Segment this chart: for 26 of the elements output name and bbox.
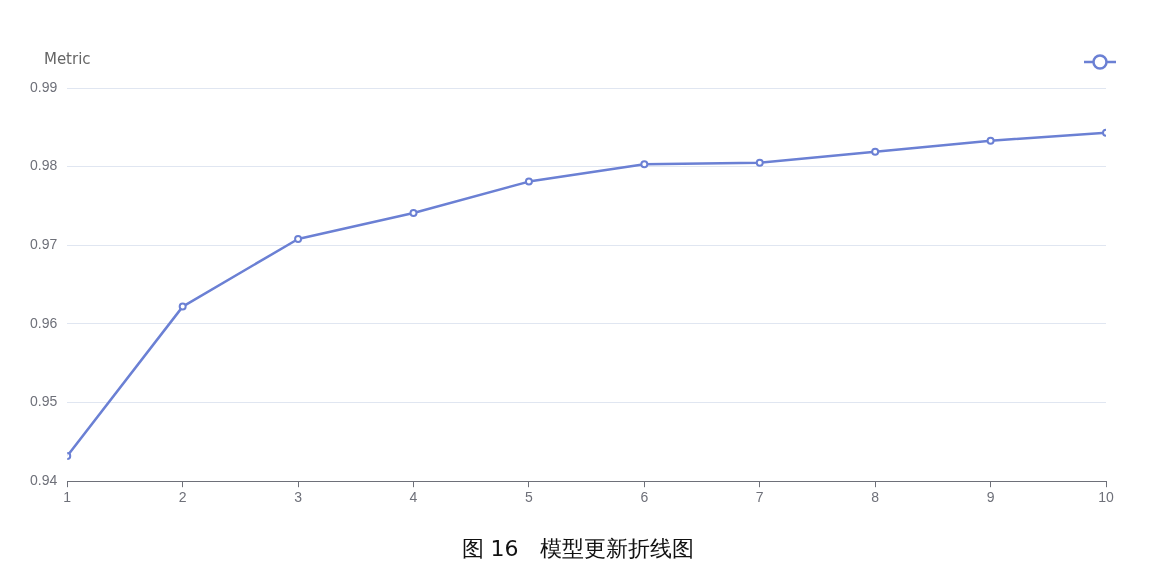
y-tick-label: 0.94 — [30, 472, 58, 489]
point — [294, 234, 303, 243]
x-tick-label: 10 — [1098, 489, 1114, 506]
x-tick-label: 4 — [409, 489, 418, 506]
y-axis-title: Metric — [43, 50, 91, 69]
y-tick-label: 0.96 — [30, 314, 58, 331]
point — [524, 177, 533, 186]
y-tick-label: 0.98 — [30, 157, 58, 174]
x-tick-label: 1 — [63, 489, 72, 506]
point — [640, 160, 649, 169]
x-tick-label: 6 — [640, 489, 649, 506]
y-tick-label: 0.99 — [30, 78, 58, 95]
point — [178, 302, 187, 311]
x-tick-label: 9 — [986, 489, 995, 506]
point — [409, 209, 418, 218]
point — [986, 136, 995, 145]
x-tick-label: 2 — [178, 489, 187, 506]
point — [755, 158, 764, 167]
y-tick-label: 0.97 — [30, 236, 58, 253]
point — [871, 147, 880, 156]
x-tick-label: 8 — [871, 489, 880, 506]
x-tick-label: 5 — [525, 489, 534, 506]
x-tick-label: 7 — [755, 489, 764, 506]
caption: 图 16 模型更新折线图 — [460, 535, 696, 563]
y-tick-label: 0.95 — [30, 393, 58, 410]
x-tick-label: 3 — [294, 489, 303, 506]
